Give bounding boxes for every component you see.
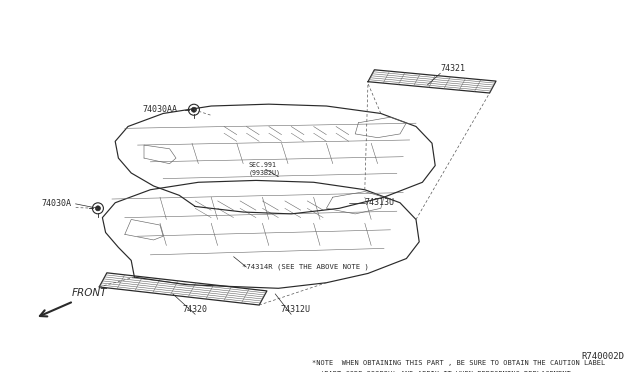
Circle shape: [191, 107, 196, 112]
Text: R740002D: R740002D: [581, 352, 624, 361]
Text: (PART CODE 993B2U) AND AFFIX IT WHEN PERFORMING REPLACEMENT.: (PART CODE 993B2U) AND AFFIX IT WHEN PER…: [320, 370, 575, 372]
Text: 74030A: 74030A: [42, 199, 72, 208]
Text: 74312U: 74312U: [280, 305, 310, 314]
Text: 74030AA: 74030AA: [142, 105, 177, 114]
Text: SEC.991
(993B2U): SEC.991 (993B2U): [248, 162, 280, 176]
Text: *74314R (SEE THE ABOVE NOTE ): *74314R (SEE THE ABOVE NOTE ): [242, 264, 369, 270]
Text: 74320: 74320: [182, 305, 208, 314]
Circle shape: [95, 206, 100, 211]
Text: 74313U: 74313U: [365, 198, 395, 207]
Text: *NOTE  WHEN OBTAINING THIS PART , BE SURE TO OBTAIN THE CAUTION LABEL: *NOTE WHEN OBTAINING THIS PART , BE SURE…: [312, 360, 605, 366]
Text: 74321: 74321: [440, 64, 465, 73]
Text: FRONT: FRONT: [72, 288, 107, 298]
